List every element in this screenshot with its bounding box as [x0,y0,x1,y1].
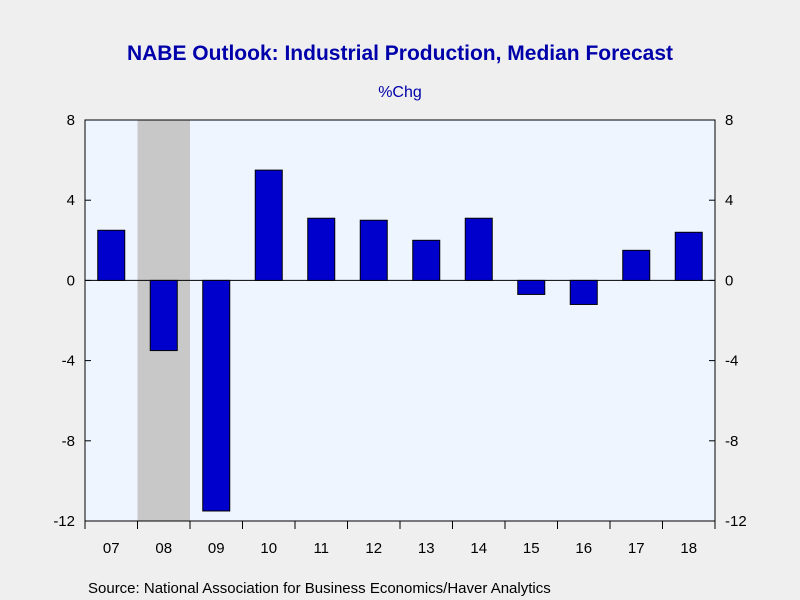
bar-07 [97,229,126,281]
bar-16 [569,279,598,305]
x-tick-label-08: 08 [155,540,172,557]
y-tick-label-left: -8 [62,433,75,450]
bar-12 [359,219,388,281]
source-note: Source: National Association for Busines… [88,580,551,597]
x-tick-label-12: 12 [365,540,382,557]
x-tick-label-10: 10 [260,540,277,557]
x-tick-label-15: 15 [523,540,540,557]
x-tick-label-11: 11 [313,540,329,557]
x-tick-label-07: 07 [103,540,120,557]
chart-title: NABE Outlook: Industrial Production, Med… [127,42,673,65]
bar-18 [674,231,703,281]
x-tick-label-17: 17 [628,540,645,557]
y-tick-label-left: 8 [67,112,75,129]
bar-11 [307,217,336,281]
x-tick-label-18: 18 [680,540,697,557]
y-tick-label-right: 0 [725,272,733,289]
bar-08 [149,279,178,352]
x-tick-label-09: 09 [208,540,225,557]
bar-13 [412,239,441,281]
x-tick-label-13: 13 [418,540,435,557]
bar-15 [517,279,546,295]
axes-group: 8 8 4 4 0 0 -4 -4 -8 -8 -12 -12 07 08 09 10 11 12 13 14 15 16… [53,112,746,557]
bar-09 [202,279,231,512]
y-tick-label-right: -12 [725,513,747,530]
x-tick-label-16: 16 [575,540,592,557]
bar-series [97,169,703,512]
y-tick-label-left: 4 [67,192,75,209]
y-tick-label-left: 0 [67,272,75,289]
y-tick-label-right: -4 [725,353,738,370]
y-tick-label-left: -12 [53,513,75,530]
bar-14 [464,217,493,281]
bar-17 [622,249,651,281]
y-tick-label-right: -8 [725,433,738,450]
bar-10 [254,169,283,281]
y-tick-label-right: 8 [725,112,733,129]
chart-subtitle: %Chg [378,84,422,101]
y-tick-label-left: -4 [62,353,75,370]
y-tick-label-right: 4 [725,192,733,209]
x-tick-label-14: 14 [470,540,487,557]
